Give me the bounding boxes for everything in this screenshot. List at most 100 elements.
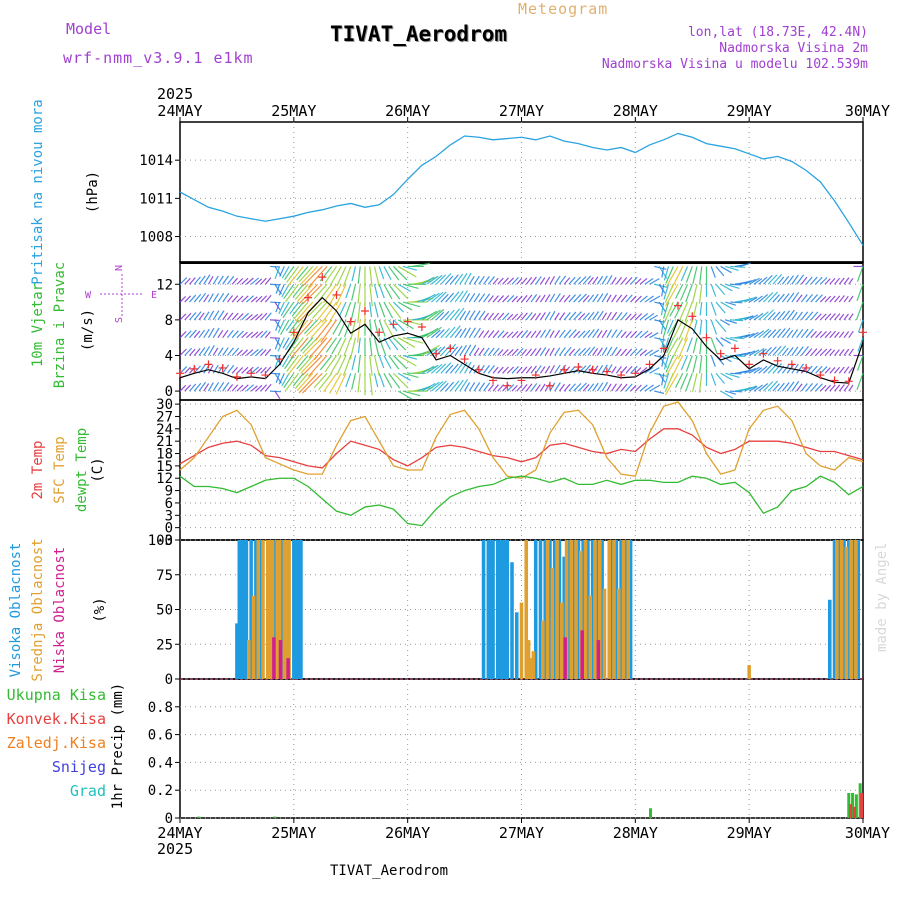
- wind-barb: [440, 273, 452, 285]
- wind-barb: [236, 330, 244, 339]
- wind-barb: [834, 277, 841, 285]
- wind-barb: [554, 347, 561, 356]
- cloud-bar-cloud_high: [294, 540, 298, 679]
- wind-barb: [193, 330, 201, 339]
- wind-barb: [744, 296, 757, 303]
- cloud-bar-cloud_high: [576, 540, 581, 679]
- wind-barb: [666, 319, 674, 334]
- y-tick-label-pressure: 1014: [139, 153, 173, 169]
- wind-barb: [521, 277, 528, 285]
- wind-barb: [459, 310, 467, 321]
- wind-barb: [848, 384, 854, 392]
- cloud-bar-cloud_mid: [531, 651, 536, 679]
- wind-barb: [630, 365, 638, 374]
- wind-barb: [255, 348, 264, 356]
- cloud-bar-cloud_high: [567, 540, 571, 679]
- wind-barb: [568, 276, 576, 285]
- wind-barb: [226, 347, 234, 356]
- cloud-bar-cloud_mid: [268, 540, 272, 679]
- wind-barb: [302, 283, 323, 305]
- wind-barb: [198, 292, 207, 303]
- wind-barb: [685, 355, 693, 372]
- wind-barb: [294, 372, 309, 389]
- wind-barb: [236, 367, 244, 374]
- y-tick-label-temp: 3: [165, 508, 173, 524]
- wind-barb: [661, 355, 665, 367]
- wind-barb: [521, 383, 528, 392]
- wind-barb: [426, 326, 442, 339]
- wind-barb: [649, 384, 661, 392]
- cloud-bar-cloud_mid: [541, 620, 545, 679]
- wind-barb: [217, 329, 224, 339]
- wind-barb: [440, 345, 451, 356]
- wind-gust-marker: [560, 365, 569, 374]
- precip-legend-item: Ukupna Kisa: [7, 686, 106, 704]
- wind-barb: [744, 315, 754, 321]
- wind-barb: [834, 366, 841, 374]
- wind-gust-marker: [617, 371, 626, 380]
- wind-barb: [338, 301, 347, 317]
- wind-barb: [323, 372, 338, 393]
- wind-barb: [815, 313, 822, 321]
- wind-barb: [459, 362, 468, 374]
- wind-barb: [300, 266, 318, 285]
- wind-barb: [241, 312, 249, 321]
- wind-barb: [516, 277, 523, 285]
- wind-barb: [720, 265, 732, 274]
- wind-barb: [715, 337, 724, 347]
- cloud-bar-cloud_low: [580, 630, 584, 679]
- wind-barb: [184, 384, 192, 392]
- wind-barb: [497, 295, 505, 303]
- wind-barb: [378, 337, 387, 356]
- wind-barb: [786, 381, 795, 392]
- wind-barb: [620, 366, 628, 374]
- wind-barb: [663, 373, 670, 389]
- wind-barb: [544, 383, 551, 392]
- wind-barb: [587, 329, 595, 339]
- wind-barb: [260, 295, 268, 303]
- wind-barb: [671, 266, 684, 289]
- wind-barb: [274, 266, 281, 279]
- wind-barb: [440, 362, 452, 374]
- wind-barb: [606, 329, 613, 338]
- wind-barb: [758, 348, 767, 356]
- wind-barb: [198, 347, 206, 356]
- wind-barb: [298, 372, 318, 394]
- wind-barb: [241, 366, 249, 374]
- wind-barb: [502, 312, 510, 321]
- cloud-bar-cloud_mid: [616, 588, 621, 679]
- wind-barb: [430, 329, 441, 339]
- wind-barb: [250, 277, 260, 285]
- wind-barb: [843, 384, 849, 392]
- wind-barb: [843, 348, 850, 356]
- wind-barb: [649, 314, 658, 321]
- y-tick-label-temp: 21: [156, 434, 173, 450]
- wind-barb: [644, 384, 654, 392]
- wind-barb: [383, 373, 393, 389]
- location-coords: lon,lat (18.73E, 42.4N): [687, 25, 868, 40]
- wind-barb: [592, 293, 599, 303]
- wind-barb: [502, 331, 509, 339]
- wind-barb: [296, 283, 314, 303]
- wind-barb: [601, 347, 608, 356]
- wind-barb: [634, 367, 642, 374]
- wind-barb: [402, 337, 424, 344]
- wind-barb: [639, 367, 648, 374]
- wind-barb: [497, 366, 504, 374]
- wind-barb: [345, 284, 352, 299]
- wind-barb: [246, 295, 255, 303]
- wind-barb: [777, 328, 786, 339]
- wind-barb: [554, 312, 560, 321]
- cloud-bar-cloud_high: [296, 540, 301, 679]
- wind-barb: [449, 325, 461, 339]
- wind-barb: [250, 366, 260, 374]
- wind-barb: [815, 294, 823, 303]
- wind-barb: [644, 295, 654, 303]
- wind-barb: [277, 337, 285, 352]
- wind-barb: [592, 328, 600, 339]
- wind-barb: [710, 266, 716, 278]
- wind-barb: [753, 367, 763, 374]
- wind-barb: [207, 382, 214, 392]
- wind-barb: [357, 266, 361, 284]
